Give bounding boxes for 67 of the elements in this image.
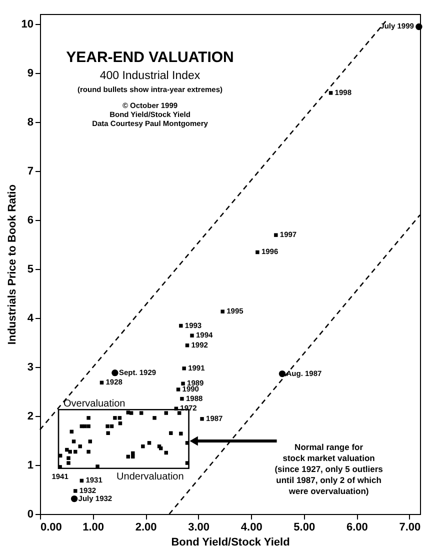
y-tick-label: 9 xyxy=(27,67,34,80)
text: 400 Industrial Index xyxy=(100,70,200,82)
point xyxy=(278,370,286,378)
x-axis-title: Bond Yield/Stock Yield xyxy=(171,536,290,548)
y-tick-label: 0 xyxy=(27,508,34,520)
point xyxy=(177,411,182,415)
point xyxy=(66,461,70,465)
x-tick-label: 4.00 xyxy=(240,522,262,534)
point xyxy=(131,454,135,459)
annotation: Undervaluation xyxy=(116,471,184,482)
point xyxy=(86,424,90,428)
y-tick-label: 3 xyxy=(27,361,34,374)
point xyxy=(139,411,144,415)
point xyxy=(106,424,110,428)
point xyxy=(190,334,194,338)
point xyxy=(72,440,76,444)
point xyxy=(256,250,260,254)
point xyxy=(147,441,152,445)
x-tick-label: 1.00 xyxy=(82,522,104,534)
point xyxy=(86,416,90,420)
y-tick-label: 7 xyxy=(27,165,34,178)
y-tick-label: 1 xyxy=(27,459,34,472)
point xyxy=(113,416,117,420)
y-tick-label: 4 xyxy=(27,312,34,324)
point xyxy=(164,411,168,415)
y-tick-label: 5 xyxy=(27,263,34,276)
annotation: Overvaluation xyxy=(64,398,126,410)
point xyxy=(73,489,78,493)
x-tick-label: 0.00 xyxy=(40,522,62,534)
x-tick-label: 6.00 xyxy=(346,522,368,534)
point xyxy=(88,440,92,444)
y-tick-label: 6 xyxy=(27,214,34,226)
x-tick-label: 5.00 xyxy=(294,522,316,534)
point xyxy=(220,310,224,314)
point xyxy=(118,416,122,420)
point xyxy=(70,495,78,502)
point xyxy=(328,91,333,95)
x-tick-label: 2.00 xyxy=(135,522,157,534)
point xyxy=(131,451,135,456)
point xyxy=(416,23,422,30)
y-tick-label: 10 xyxy=(21,18,34,30)
point xyxy=(78,444,82,448)
annotation: Normal range for stock market valuation (since 1927, only 5 outliers until 1987, only 2 of which were overvaluation) xyxy=(274,442,384,496)
point xyxy=(200,417,204,421)
point xyxy=(152,416,156,420)
point xyxy=(181,382,185,386)
text: YEAR-END VALUATION xyxy=(66,49,234,66)
point xyxy=(169,431,173,435)
y-tick-label: 2 xyxy=(27,410,34,422)
point xyxy=(106,431,110,435)
point xyxy=(182,366,186,370)
point xyxy=(66,456,70,460)
point xyxy=(274,233,278,237)
y-axis-title: Industrials Price to Book Ratio xyxy=(6,184,18,345)
point xyxy=(180,396,184,401)
point xyxy=(179,324,183,328)
point xyxy=(141,444,145,448)
x-tick-label: 3.00 xyxy=(188,522,210,534)
point xyxy=(112,369,118,376)
point xyxy=(129,411,134,415)
point xyxy=(179,432,183,436)
point xyxy=(86,450,90,454)
point xyxy=(176,388,180,392)
x-tick-label: 7.00 xyxy=(399,522,421,534)
y-tick-label: 8 xyxy=(27,116,34,128)
point xyxy=(68,450,72,454)
point xyxy=(96,464,100,468)
